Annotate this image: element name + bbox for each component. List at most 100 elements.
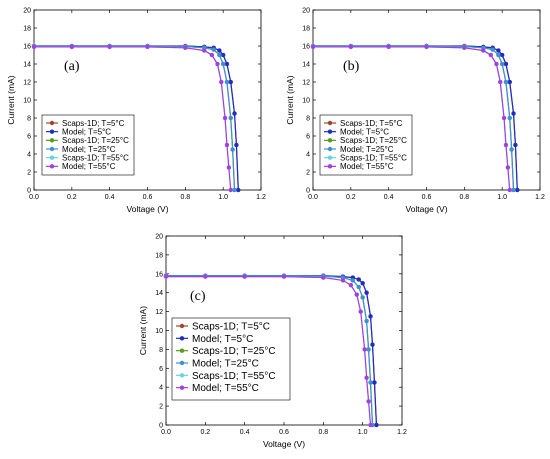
data-point — [364, 290, 369, 295]
legend-marker — [179, 360, 185, 366]
y-tick-label: 4 — [159, 385, 163, 392]
panel-label: (b) — [343, 59, 360, 74]
x-tick-label: 0.4 — [105, 194, 115, 201]
x-tick-label: 0.8 — [180, 194, 190, 201]
y-axis-label: Current (mA) — [285, 75, 295, 124]
data-point — [163, 274, 169, 279]
data-point — [354, 292, 359, 297]
data-point — [515, 187, 520, 193]
y-tick-label: 8 — [159, 347, 163, 354]
legend-marker — [179, 348, 185, 353]
x-tick-label: 0.6 — [143, 194, 153, 201]
data-point — [368, 380, 373, 385]
data-point — [496, 48, 501, 53]
legend-label: Scaps-1D; T=5°C — [340, 119, 403, 128]
legend-label: Scaps-1D; T=25°C — [192, 346, 276, 357]
y-tick-label: 0 — [27, 188, 31, 195]
data-point — [348, 282, 354, 288]
data-point — [226, 165, 231, 170]
data-point — [366, 347, 371, 352]
data-point — [500, 52, 505, 58]
data-point — [69, 44, 74, 50]
legend-marker — [327, 120, 333, 126]
data-point — [228, 187, 233, 193]
data-point — [321, 275, 326, 280]
legend-label: Model; T=25°C — [192, 359, 259, 370]
data-point — [503, 79, 509, 85]
data-point — [202, 48, 207, 53]
data-point — [107, 44, 112, 50]
legend-marker — [327, 129, 333, 134]
x-tick-label: 0.4 — [240, 429, 250, 436]
data-point — [31, 44, 37, 50]
data-point — [501, 115, 507, 121]
y-tick-label: 0 — [306, 188, 310, 195]
legend-label: Model; T=55°C — [62, 162, 116, 171]
data-point — [232, 187, 237, 193]
legend-marker — [179, 385, 185, 390]
data-point — [507, 187, 512, 193]
data-point — [424, 44, 429, 50]
data-point — [366, 399, 371, 404]
legend-label: Scaps-1D; T=5°C — [62, 119, 125, 128]
y-tick-label: 2 — [27, 170, 31, 177]
legend-marker — [179, 336, 185, 341]
data-point — [228, 79, 233, 85]
data-point — [370, 342, 375, 347]
y-tick-label: 18 — [155, 252, 163, 259]
legend-label: Model; T=25°C — [340, 145, 394, 154]
x-axis-label: Voltage (V) — [126, 204, 168, 214]
data-point — [281, 274, 287, 279]
data-point — [215, 61, 220, 67]
data-point — [511, 187, 516, 193]
x-tick-label: 0.4 — [384, 194, 394, 201]
legend-label: Model; T=5°C — [192, 334, 253, 345]
data-point — [364, 318, 369, 324]
data-point — [203, 274, 208, 279]
x-tick-label: 0.0 — [308, 194, 318, 201]
chart-panel-3: 0.0 0.2 0.4 0.6 0.8 1.0 1.2 0 2 4 6 8 10 12 14 16 18 20 Vo… — [138, 234, 407, 450]
x-tick-label: 1.0 — [218, 194, 228, 201]
data-point — [211, 47, 216, 52]
x-tick-label: 0.0 — [29, 194, 39, 201]
legend-box — [319, 114, 413, 176]
legend-box — [41, 114, 135, 176]
data-point — [350, 278, 355, 283]
data-point — [224, 79, 230, 85]
data-point — [513, 142, 518, 148]
legend-marker — [327, 164, 333, 169]
data-point — [488, 52, 493, 58]
y-tick-label: 2 — [159, 404, 163, 411]
legend-marker — [49, 129, 55, 134]
y-tick-label: 20 — [155, 234, 163, 241]
y-tick-label: 8 — [27, 116, 31, 123]
data-point — [310, 44, 316, 50]
y-tick-label: 4 — [306, 152, 310, 159]
legend-marker — [49, 120, 55, 126]
data-point — [360, 295, 365, 300]
legend-marker — [49, 164, 55, 169]
x-tick-label: 0.6 — [422, 194, 432, 201]
data-point — [494, 61, 499, 67]
y-tick-label: 6 — [306, 134, 310, 141]
y-tick-label: 16 — [302, 44, 310, 51]
y-tick-label: 20 — [23, 8, 31, 15]
y-tick-label: 10 — [302, 98, 310, 105]
data-point — [219, 79, 224, 85]
chart-panel-2: 0.0 0.2 0.4 0.6 0.8 1.0 1.2 0 2 4 6 8 10 12 14 16 18 20 Vo… — [285, 8, 545, 215]
data-point — [503, 142, 509, 148]
panel-label: (a) — [64, 59, 80, 74]
legend-label: Model; T=5°C — [340, 127, 389, 136]
data-point — [386, 44, 391, 50]
x-tick-label: 0.6 — [279, 429, 289, 436]
x-tick-label: 0.2 — [67, 194, 77, 201]
data-point — [368, 422, 373, 428]
data-point — [217, 52, 222, 58]
data-point — [340, 278, 346, 283]
data-point — [234, 142, 239, 148]
y-tick-label: 4 — [27, 152, 31, 159]
legend-marker — [49, 138, 55, 143]
legend-label: Scaps-1D; T=5°C — [192, 322, 270, 333]
